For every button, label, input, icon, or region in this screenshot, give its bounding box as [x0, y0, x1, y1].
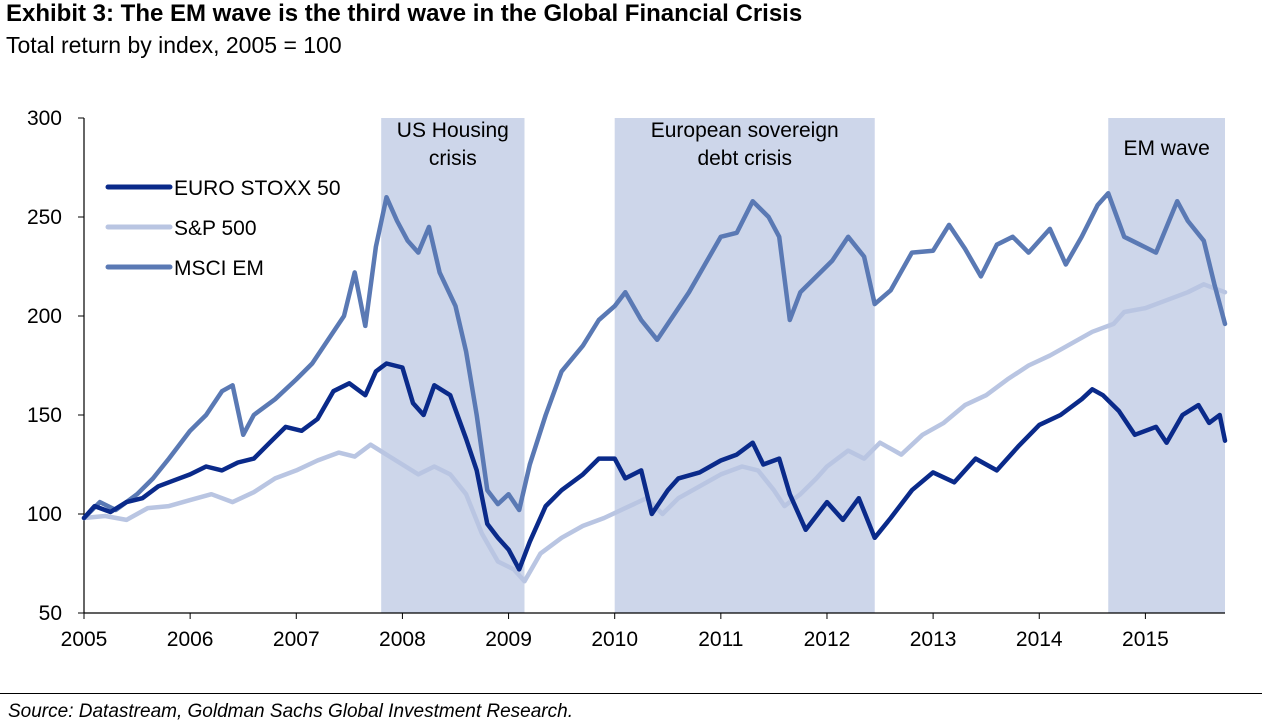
x-tick-label: 2015 — [1122, 628, 1169, 651]
x-tick-label: 2005 — [61, 628, 108, 651]
y-tick-label: 100 — [27, 503, 62, 526]
source-note: Source: Datastream, Goldman Sachs Global… — [8, 701, 573, 722]
shaded-period-label: EM wave — [1123, 137, 1209, 160]
y-tick-label: 250 — [27, 206, 62, 229]
x-tick-label: 2007 — [273, 628, 320, 651]
axes: 50 100 150 200 250 300 2005 2006 2007 2008 2009 201… — [27, 107, 1225, 651]
series-line-s-p-500 — [81, 282, 1228, 584]
shaded-period-label: crisis — [429, 147, 477, 170]
shaded-period-2 — [1108, 118, 1225, 613]
shaded-period-0 — [381, 118, 525, 613]
series-line-euro-stoxx-50 — [81, 361, 1228, 572]
x-tick-label: 2011 — [698, 628, 743, 651]
chart-subtitle: Total return by index, 2005 = 100 — [6, 32, 342, 58]
shaded-period-label: US Housing — [397, 119, 509, 142]
y-tick-label: 200 — [27, 305, 62, 328]
x-tick-label: 2006 — [167, 628, 214, 651]
legend-label: EURO STOXX 50 — [174, 177, 341, 200]
x-tick-label: 2014 — [1016, 628, 1063, 651]
legend: EURO STOXX 50 S&P 500 MSCI EM — [105, 177, 341, 280]
y-tick-label: 150 — [27, 404, 62, 427]
x-tick-label: 2009 — [485, 628, 532, 651]
shaded-period-labels: US Housing crisis European sovereign debt c… — [397, 119, 1210, 170]
x-tick-label: 2010 — [591, 628, 638, 651]
series-line-msci-em — [81, 190, 1228, 521]
x-tick-label: 2008 — [379, 628, 426, 651]
x-tick-label: 2013 — [910, 628, 957, 651]
series-lines — [81, 190, 1228, 584]
x-tick-label: 2012 — [804, 628, 851, 651]
shaded-periods — [381, 118, 1225, 613]
legend-label: S&P 500 — [174, 217, 257, 240]
chart-title: Exhibit 3: The EM wave is the third wave… — [6, 0, 803, 27]
shaded-period-1 — [614, 118, 875, 613]
y-tick-label: 300 — [27, 107, 62, 130]
source-divider — [0, 693, 1262, 694]
shaded-period-label: debt crisis — [697, 147, 792, 170]
y-tick-label: 50 — [39, 602, 62, 625]
shaded-period-label: European sovereign — [651, 119, 839, 142]
legend-label: MSCI EM — [174, 257, 264, 280]
